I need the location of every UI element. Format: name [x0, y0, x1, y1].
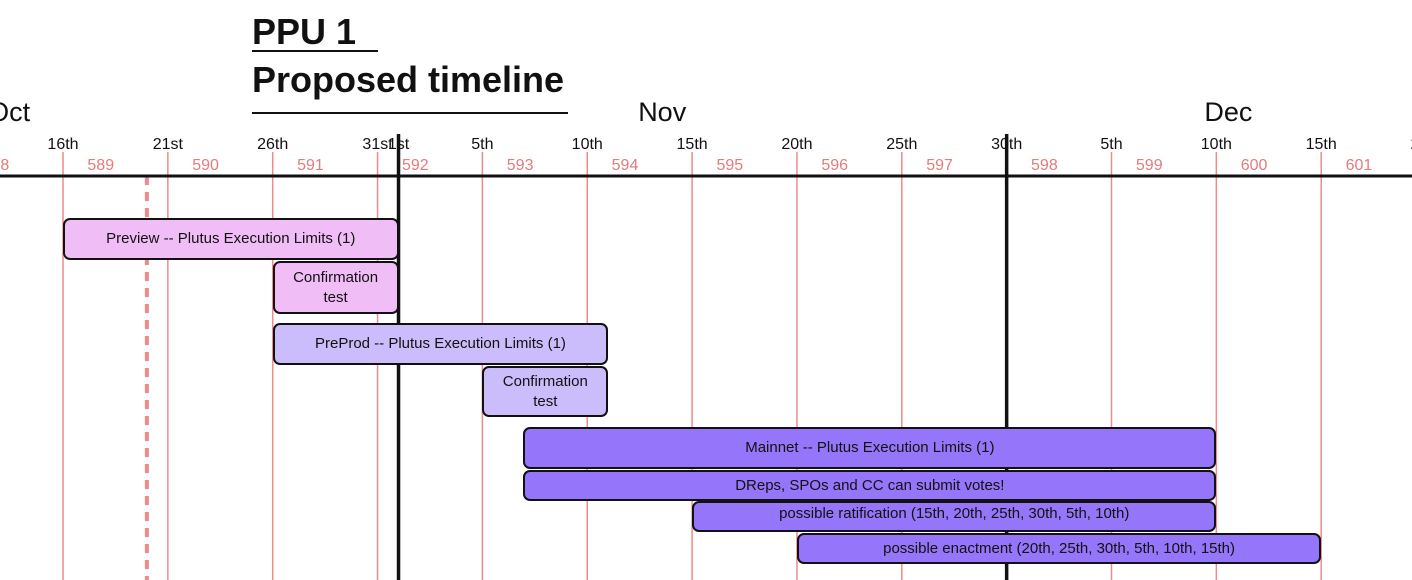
epoch-label: 592 — [402, 157, 429, 174]
timeline-bar-label: PreProd -- Plutus Execution Limits (1) — [314, 335, 566, 353]
day-tick-label: 16th — [47, 136, 78, 153]
timeline-bar: Confirmation test — [482, 366, 609, 417]
timeline-bar: DReps, SPOs and CC can submit votes! — [523, 470, 1217, 501]
timeline-bar: possible enactment (20th, 25th, 30th, 5t… — [796, 533, 1322, 564]
day-tick-label: 21st — [153, 136, 184, 153]
epoch-label: 598 — [1031, 157, 1058, 174]
epoch-label: 588 — [0, 157, 9, 174]
epoch-label: 595 — [716, 157, 743, 174]
epoch-label: 597 — [926, 157, 953, 174]
epoch-label: 593 — [507, 157, 534, 174]
day-tick-label: 10th — [1201, 136, 1232, 153]
timeline-bar: possible ratification (15th, 20th, 25th,… — [692, 501, 1217, 532]
day-tick-label: 5th — [1100, 136, 1122, 153]
day-tick-label: 30th — [991, 136, 1022, 153]
day-tick-label: 25th — [886, 136, 917, 153]
timeline-bar: Confirmation test — [272, 261, 399, 314]
month-label: Dec — [1204, 97, 1252, 127]
day-tick-label: 20th — [781, 136, 812, 153]
timeline-bar-label: DReps, SPOs and CC can submit votes! — [735, 476, 1005, 494]
epoch-label: 596 — [821, 157, 848, 174]
day-tick-label: 15th — [677, 136, 708, 153]
epoch-label: 591 — [297, 157, 324, 174]
timeline-bar-label: Confirmation test — [293, 269, 379, 306]
timeline-bar-label: possible ratification (15th, 20th, 25th,… — [779, 505, 1130, 522]
timeline-bar-label: Confirmation test — [502, 373, 588, 410]
day-tick-label: 31st — [362, 136, 393, 153]
month-label: Nov — [638, 97, 687, 127]
timeline-bar-label: Preview -- Plutus Execution Limits (1) — [106, 230, 356, 248]
epoch-label: 601 — [1346, 157, 1373, 174]
epoch-label: 600 — [1241, 157, 1268, 174]
title-underline — [252, 50, 378, 52]
timeline-bar-label: possible enactment (20th, 25th, 30th, 5t… — [883, 539, 1236, 557]
day-tick-label: 20th — [1410, 136, 1412, 153]
timeline-bar-label: Mainnet -- Plutus Execution Limits (1) — [745, 439, 995, 457]
day-tick-label: 5th — [471, 136, 493, 153]
day-tick-label: 10th — [572, 136, 603, 153]
title-line-2: Proposed timeline — [252, 59, 565, 100]
epoch-label: 599 — [1136, 157, 1163, 174]
month-label: Oct — [0, 97, 31, 127]
title-underline — [252, 112, 568, 114]
epoch-label: 589 — [87, 157, 114, 174]
day-tick-label: 26th — [257, 136, 288, 153]
timeline-bar: Mainnet -- Plutus Execution Limits (1) — [523, 427, 1217, 469]
timeline-bar: Preview -- Plutus Execution Limits (1) — [63, 218, 399, 260]
title-line-1: PPU 1 — [252, 11, 357, 52]
epoch-label: 594 — [612, 157, 639, 174]
day-tick-label: 15th — [1306, 136, 1337, 153]
epoch-label: 590 — [192, 157, 219, 174]
timeline-bar: PreProd -- Plutus Execution Limits (1) — [272, 323, 609, 365]
day-tick-label: 1st — [388, 136, 410, 153]
